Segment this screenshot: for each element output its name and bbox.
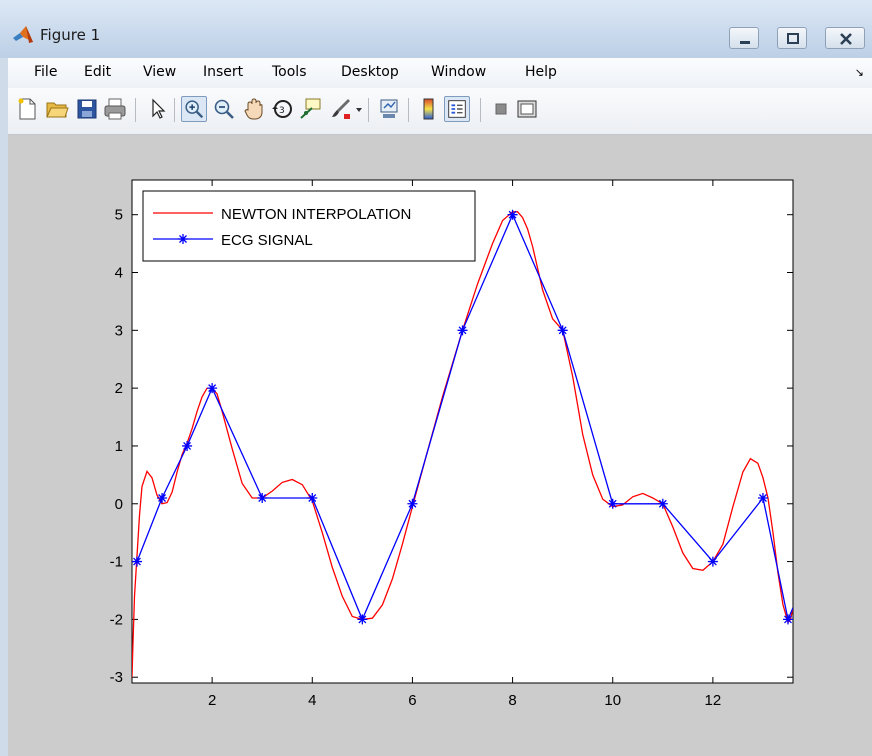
x-tick-label: 2 [208, 692, 216, 709]
rotate-3d-icon[interactable]: 3 [270, 96, 296, 122]
x-tick-label: 6 [408, 692, 416, 709]
menu-file[interactable]: File [34, 64, 58, 80]
zoom-in-icon[interactable] [181, 96, 207, 122]
x-tick-label: 4 [308, 692, 316, 709]
menu-tools[interactable]: Tools [272, 64, 307, 80]
ecg-data-point [457, 325, 468, 336]
menu-view[interactable]: View [143, 64, 177, 80]
y-tick-label: 0 [115, 496, 123, 513]
ecg-data-point [407, 498, 418, 509]
legend-label: NEWTON INTERPOLATION [221, 206, 411, 223]
ecg-data-point [157, 492, 168, 503]
ecg-data-point [557, 325, 568, 336]
ecg-data-point [182, 440, 193, 451]
legend-label: ECG SIGNAL [221, 232, 313, 249]
close-button[interactable] [825, 27, 865, 49]
y-tick-label: -1 [110, 554, 123, 571]
show-plot-tools-icon[interactable] [514, 96, 540, 122]
toolbar-separator [174, 98, 175, 122]
toolbar-separator [368, 98, 369, 122]
minimize-button[interactable] [729, 27, 759, 49]
menu-bar: File Edit View Insert Tools Desktop Wind… [8, 58, 872, 89]
new-figure-icon[interactable] [14, 96, 40, 122]
insert-legend-icon[interactable] [444, 96, 470, 122]
axes-box [131, 179, 794, 684]
hide-plot-tools-icon[interactable] [488, 96, 514, 122]
data-cursor-icon[interactable] [298, 96, 324, 122]
dock-arrow-icon[interactable]: ↘ [854, 67, 864, 79]
ecg-data-point [132, 556, 143, 567]
brush-icon[interactable] [328, 96, 354, 122]
x-tick-label: 8 [508, 692, 516, 709]
ecg-data-point [307, 492, 318, 503]
toolbar-separator [408, 98, 409, 122]
brush-dropdown-icon[interactable] [354, 96, 364, 122]
pan-hand-icon[interactable] [241, 96, 267, 122]
ecg-data-point [257, 492, 268, 503]
open-file-icon[interactable] [44, 96, 70, 122]
y-tick-label: -3 [110, 669, 123, 686]
x-tick-label: 12 [705, 692, 722, 709]
save-figure-icon[interactable] [74, 96, 100, 122]
maximize-button[interactable] [777, 27, 807, 49]
figure-toolbar: 3 [8, 88, 872, 135]
legend-box [142, 190, 476, 262]
ecg-data-point [207, 383, 218, 394]
ecg-data-point [657, 498, 668, 509]
zoom-out-icon[interactable] [211, 96, 237, 122]
y-tick-label: 3 [115, 322, 123, 339]
menu-insert[interactable]: Insert [203, 64, 244, 80]
ecg-data-point [757, 492, 768, 503]
matlab-logo-icon [13, 26, 33, 43]
toolbar-separator [135, 98, 136, 122]
insert-colorbar-icon[interactable] [416, 96, 442, 122]
close-icon [840, 33, 852, 45]
ecg-data-point [707, 556, 718, 567]
minimize-icon [740, 41, 750, 44]
maximize-icon [787, 33, 799, 44]
y-tick-label: 2 [115, 380, 123, 397]
legend-marker [178, 234, 188, 244]
print-figure-icon[interactable] [102, 96, 128, 122]
ecg-data-point [782, 614, 793, 625]
menu-help[interactable]: Help [525, 64, 557, 80]
link-plot-icon[interactable] [376, 96, 402, 122]
svg-text:3: 3 [279, 106, 285, 116]
figure-canvas[interactable]: 2 4 6 8 10 12 -3 -2 -1 0 1 2 3 4 5 NEWTON INTERPOLATION… [8, 135, 872, 756]
ecg-data-point [357, 614, 368, 625]
toolbar-separator [480, 98, 481, 122]
menu-window[interactable]: Window [431, 64, 487, 80]
ecg-data-point [507, 209, 518, 220]
title-bar[interactable]: Figure 1 [0, 0, 872, 58]
window-title: Figure 1 [40, 26, 101, 44]
y-tick-label: -2 [110, 611, 123, 628]
edit-plot-arrow-icon[interactable] [144, 96, 170, 122]
ecg-data-point [607, 498, 618, 509]
menu-edit[interactable]: Edit [84, 64, 112, 80]
y-tick-label: 1 [115, 438, 123, 455]
y-tick-label: 4 [115, 265, 123, 282]
x-tick-label: 10 [604, 692, 621, 709]
y-tick-label: 5 [115, 207, 123, 224]
menu-desktop[interactable]: Desktop [341, 64, 399, 80]
